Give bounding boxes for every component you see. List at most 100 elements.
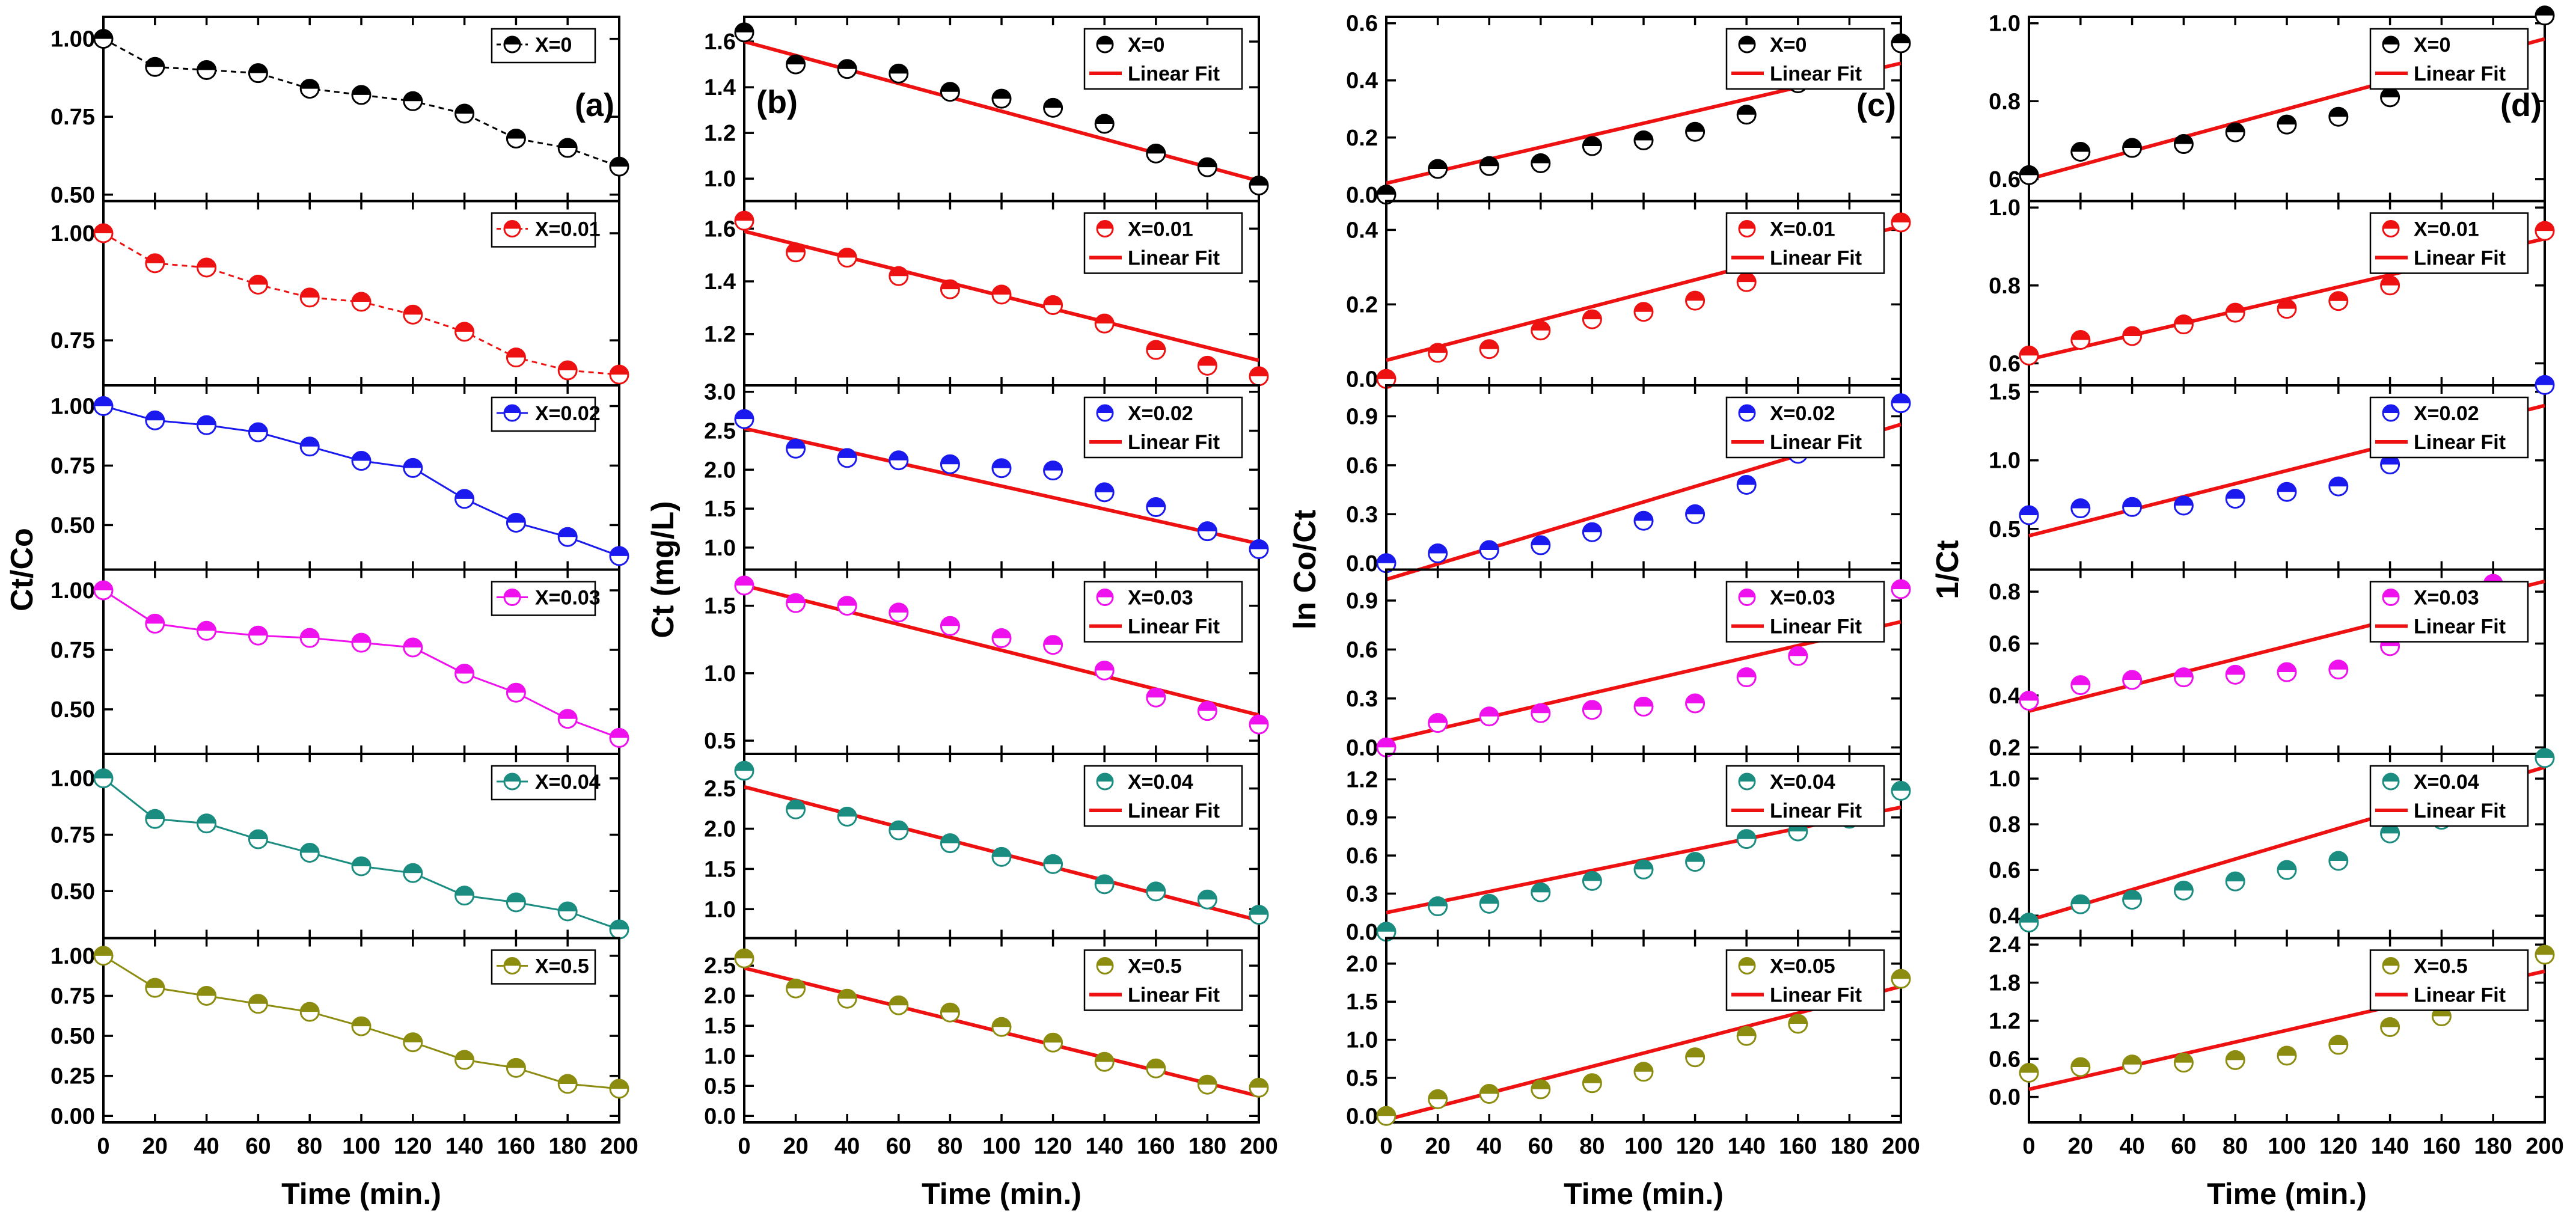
data-point-fill xyxy=(1737,830,1756,839)
data-point xyxy=(1428,343,1448,363)
data-point-fill xyxy=(1583,137,1602,147)
subplot-a-row-1: 0.50 0.75 1.00 X=0 (a) xyxy=(50,16,629,208)
data-point xyxy=(1685,693,1706,714)
y-tick-label: 1.8 xyxy=(1989,971,2021,996)
data-point-fill xyxy=(558,139,577,148)
data-point xyxy=(1685,852,1706,872)
data-point-fill xyxy=(838,248,857,258)
data-point-fill xyxy=(1250,1079,1268,1088)
data-point-fill xyxy=(1531,154,1550,164)
legend-series-label: X=0.01 xyxy=(2414,218,2479,241)
data-point-fill xyxy=(993,629,1011,638)
y-tick-label: 1.00 xyxy=(50,27,95,52)
y-tick-label: 1.0 xyxy=(704,661,736,687)
legend-box: X=0.03 Linear Fit xyxy=(1083,581,1243,643)
legend-box: X=0.5 Linear Fit xyxy=(1083,949,1243,1011)
data-point-fill xyxy=(2381,88,2399,97)
data-point xyxy=(557,709,578,729)
data-point xyxy=(2019,1062,2039,1083)
y-tick-label: 0.9 xyxy=(1346,589,1378,614)
y-tick-label: 2.5 xyxy=(704,777,736,802)
data-point-fill xyxy=(2226,304,2245,313)
data-point-fill xyxy=(1198,522,1217,531)
data-point xyxy=(1685,290,1706,311)
y-tick-label: 1.00 xyxy=(50,394,95,419)
data-point-fill xyxy=(197,61,216,70)
x-tick-label: 40 xyxy=(194,1134,219,1159)
data-point-fill xyxy=(1892,782,1910,791)
data-point xyxy=(1479,156,1499,176)
data-point xyxy=(991,458,1012,479)
data-point xyxy=(557,360,578,381)
data-point xyxy=(991,846,1012,867)
legend-frame xyxy=(1083,212,1243,274)
x-tick-label: 40 xyxy=(834,1134,860,1159)
data-point xyxy=(1043,295,1063,315)
y-tick-label: 1.0 xyxy=(1989,195,2021,221)
legend-fit-label: Linear Fit xyxy=(1770,616,1862,638)
data-point xyxy=(2173,495,2194,516)
data-point-fill xyxy=(941,280,959,290)
y-tick-label: 0.75 xyxy=(50,105,95,130)
data-point xyxy=(1197,701,1217,721)
subplot-a-row-3: 0.50 0.75 1.00 X=0.02 xyxy=(50,384,629,571)
x-tick-label: 60 xyxy=(245,1134,271,1159)
y-tick-label: 0.2 xyxy=(1346,126,1378,151)
x-tick-label: 60 xyxy=(1528,1134,1553,1159)
data-point xyxy=(2277,1045,2297,1066)
data-point-fill xyxy=(993,1018,1011,1027)
data-point-fill xyxy=(1892,394,1910,403)
data-point xyxy=(609,727,629,748)
data-point xyxy=(1428,159,1448,179)
legend-box: X=0.04 Linear Fit xyxy=(1725,765,1885,827)
data-point xyxy=(197,257,217,278)
data-point-fill xyxy=(1480,707,1499,717)
data-point-fill xyxy=(1377,922,1395,932)
legend-marker-fill xyxy=(1097,958,1113,966)
data-point xyxy=(940,279,960,299)
data-point xyxy=(2328,291,2349,311)
legend-marker-fill xyxy=(1097,405,1113,413)
data-point-fill xyxy=(352,451,370,461)
y-tick-label: 2.0 xyxy=(704,457,736,483)
legend-fit-label: Linear Fit xyxy=(1770,247,1862,270)
y-tick-label: 0.50 xyxy=(50,1024,95,1049)
data-point xyxy=(454,1050,475,1070)
x-tick-label: 60 xyxy=(2171,1134,2196,1159)
data-point-fill xyxy=(2226,489,2245,499)
data-point xyxy=(2277,860,2297,880)
data-point-fill xyxy=(2020,913,2038,923)
data-point xyxy=(2122,497,2143,517)
data-point xyxy=(734,760,754,781)
data-point-fill xyxy=(786,439,805,449)
y-tick-label: 1.5 xyxy=(704,1014,736,1039)
legend-marker-fill xyxy=(1097,589,1113,598)
linear-fit-line xyxy=(744,426,1259,546)
y-tick-label: 0.5 xyxy=(1346,1066,1378,1091)
legend-marker-fill xyxy=(1097,37,1113,44)
data-point-fill xyxy=(403,1033,422,1042)
data-point xyxy=(1582,1073,1602,1094)
data-point-fill xyxy=(838,448,857,458)
x-tick-label: 20 xyxy=(1425,1134,1450,1159)
y-tick-label: 0.0 xyxy=(1346,920,1378,945)
legend-box: X=0.04 Linear Fit xyxy=(2369,765,2529,827)
data-point-fill xyxy=(1788,647,1807,656)
data-point xyxy=(1685,504,1706,524)
y-tick-label: 0.5 xyxy=(1989,517,2021,542)
data-point-fill xyxy=(2226,123,2245,133)
data-point-fill xyxy=(455,1051,474,1060)
data-point-fill xyxy=(941,82,959,92)
data-point-fill xyxy=(2226,872,2245,882)
data-point-fill xyxy=(1250,715,1268,725)
data-point xyxy=(299,1002,320,1022)
data-point xyxy=(786,438,806,459)
legend-series-label: X=0.03 xyxy=(1770,587,1835,610)
data-point xyxy=(609,1079,629,1099)
x-tick-label: 100 xyxy=(2268,1134,2305,1159)
data-point-fill xyxy=(1095,661,1114,671)
panel-a: 0.500.751.00 X=0(a)0.751.00 X=0.010.500.75… xyxy=(5,16,638,1211)
data-point-fill xyxy=(2020,691,2038,701)
y-tick-label: 2.0 xyxy=(704,984,736,1009)
data-point-fill xyxy=(2536,748,2554,758)
